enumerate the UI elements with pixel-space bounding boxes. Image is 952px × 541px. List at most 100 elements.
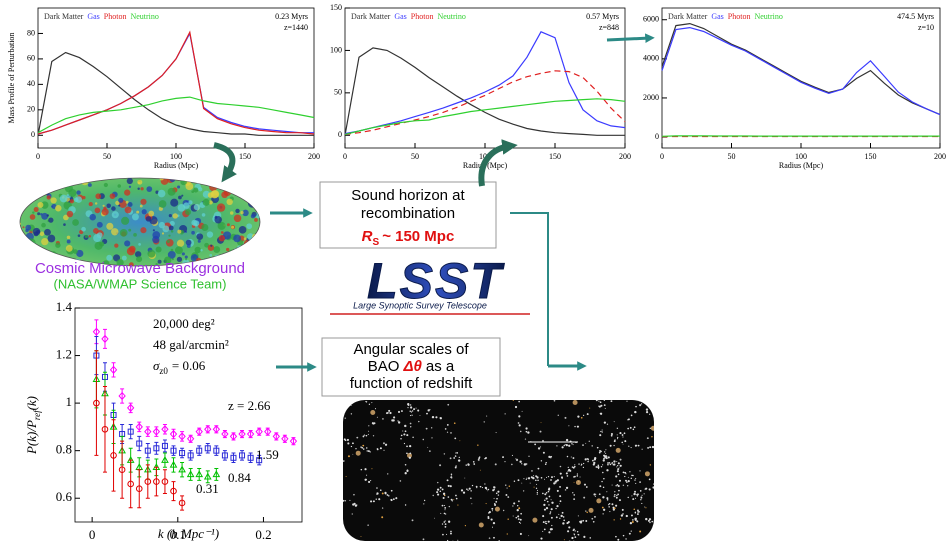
- galaxy: [484, 421, 485, 422]
- cmb-spot: [228, 250, 236, 258]
- galaxy: [616, 466, 617, 467]
- galaxy: [505, 494, 507, 496]
- galaxy: [628, 446, 629, 447]
- galaxy: [592, 346, 594, 348]
- cmb-spot: [47, 195, 51, 199]
- galaxy: [650, 464, 651, 465]
- galaxy: [662, 448, 663, 449]
- galaxy: [524, 463, 526, 465]
- galaxy: [420, 415, 421, 416]
- galaxy: [639, 481, 641, 483]
- galaxy: [603, 459, 605, 461]
- galaxy: [393, 416, 395, 418]
- galaxy: [478, 459, 480, 461]
- galaxy: [352, 442, 354, 444]
- galaxy: [410, 423, 412, 425]
- galaxy: [543, 504, 545, 506]
- galaxy: [532, 477, 534, 479]
- galaxy: [564, 417, 566, 419]
- galaxy: [484, 483, 485, 484]
- galaxy: [485, 457, 487, 459]
- galaxy: [571, 456, 572, 457]
- galaxy: [464, 478, 465, 479]
- galaxy: [579, 521, 581, 523]
- galaxy: [536, 484, 537, 485]
- galaxy: [540, 357, 542, 359]
- galaxy: [649, 446, 651, 448]
- galaxy: [507, 496, 509, 498]
- legend-entry: Photon: [104, 12, 127, 21]
- galaxy: [627, 428, 629, 430]
- galaxy: [616, 497, 618, 499]
- galaxy: [544, 479, 545, 480]
- galaxy: [324, 490, 326, 492]
- galaxy: [445, 428, 447, 430]
- galaxy: [551, 525, 552, 526]
- galaxy: [632, 376, 634, 378]
- cmb-spot: [239, 226, 247, 234]
- galaxy: [645, 507, 646, 508]
- galaxy: [452, 500, 453, 501]
- galaxy: [522, 411, 523, 412]
- cmb-spot: [219, 235, 225, 241]
- galaxy: [377, 448, 379, 450]
- cmb-spot: [256, 194, 262, 200]
- cmb-spot: [182, 252, 185, 255]
- galaxy: [638, 445, 640, 447]
- galaxy: [355, 448, 356, 449]
- galaxy: [602, 513, 603, 514]
- galaxy: [697, 409, 699, 411]
- galaxy: [635, 483, 636, 484]
- galaxy: [608, 506, 609, 507]
- cmb-spot: [198, 240, 201, 243]
- galaxy: [645, 375, 646, 376]
- cmb-spot: [32, 211, 34, 213]
- galaxy: [416, 408, 417, 409]
- galaxy: [700, 398, 702, 400]
- x-tick-label: 0.2: [255, 527, 271, 541]
- galaxy: [662, 480, 663, 481]
- galaxy: [445, 520, 446, 521]
- galaxy: [450, 432, 452, 434]
- galaxy: [331, 412, 332, 413]
- galaxy: [618, 462, 620, 464]
- galaxy: [668, 375, 669, 376]
- galaxy: [606, 497, 608, 499]
- galaxy: [364, 479, 366, 481]
- galaxy: [424, 500, 425, 501]
- cmb-spot: [238, 176, 246, 184]
- galaxy: [644, 506, 645, 507]
- galaxy: [376, 499, 377, 500]
- galaxy: [639, 530, 641, 532]
- galaxy: [493, 486, 495, 488]
- cmb-spot: [38, 250, 42, 254]
- cmb-spot: [146, 186, 152, 192]
- y-tick-label: 60: [27, 54, 35, 63]
- galaxy: [691, 458, 693, 460]
- galaxy: [527, 431, 529, 433]
- galaxy: [608, 456, 610, 458]
- galaxy: [568, 521, 570, 523]
- galaxy: [518, 415, 520, 417]
- galaxy: [366, 475, 367, 476]
- galaxy: [442, 505, 444, 507]
- galaxy: [602, 375, 604, 377]
- galaxy: [621, 353, 623, 355]
- galaxy: [697, 412, 698, 413]
- galaxy: [651, 348, 653, 350]
- galaxy: [389, 412, 391, 414]
- galaxy: [561, 476, 563, 478]
- galaxy: [412, 519, 414, 521]
- galaxy: [529, 368, 530, 369]
- galaxy: [346, 476, 347, 477]
- galaxy: [634, 479, 635, 480]
- galaxy: [524, 368, 526, 370]
- galaxy: [505, 413, 506, 414]
- cmb-spot: [177, 230, 181, 234]
- galaxy: [566, 444, 568, 446]
- galaxy: [615, 475, 617, 477]
- galaxy: [395, 497, 397, 499]
- galaxy: [627, 353, 629, 355]
- galaxy: [654, 448, 655, 449]
- galaxy: [373, 500, 375, 502]
